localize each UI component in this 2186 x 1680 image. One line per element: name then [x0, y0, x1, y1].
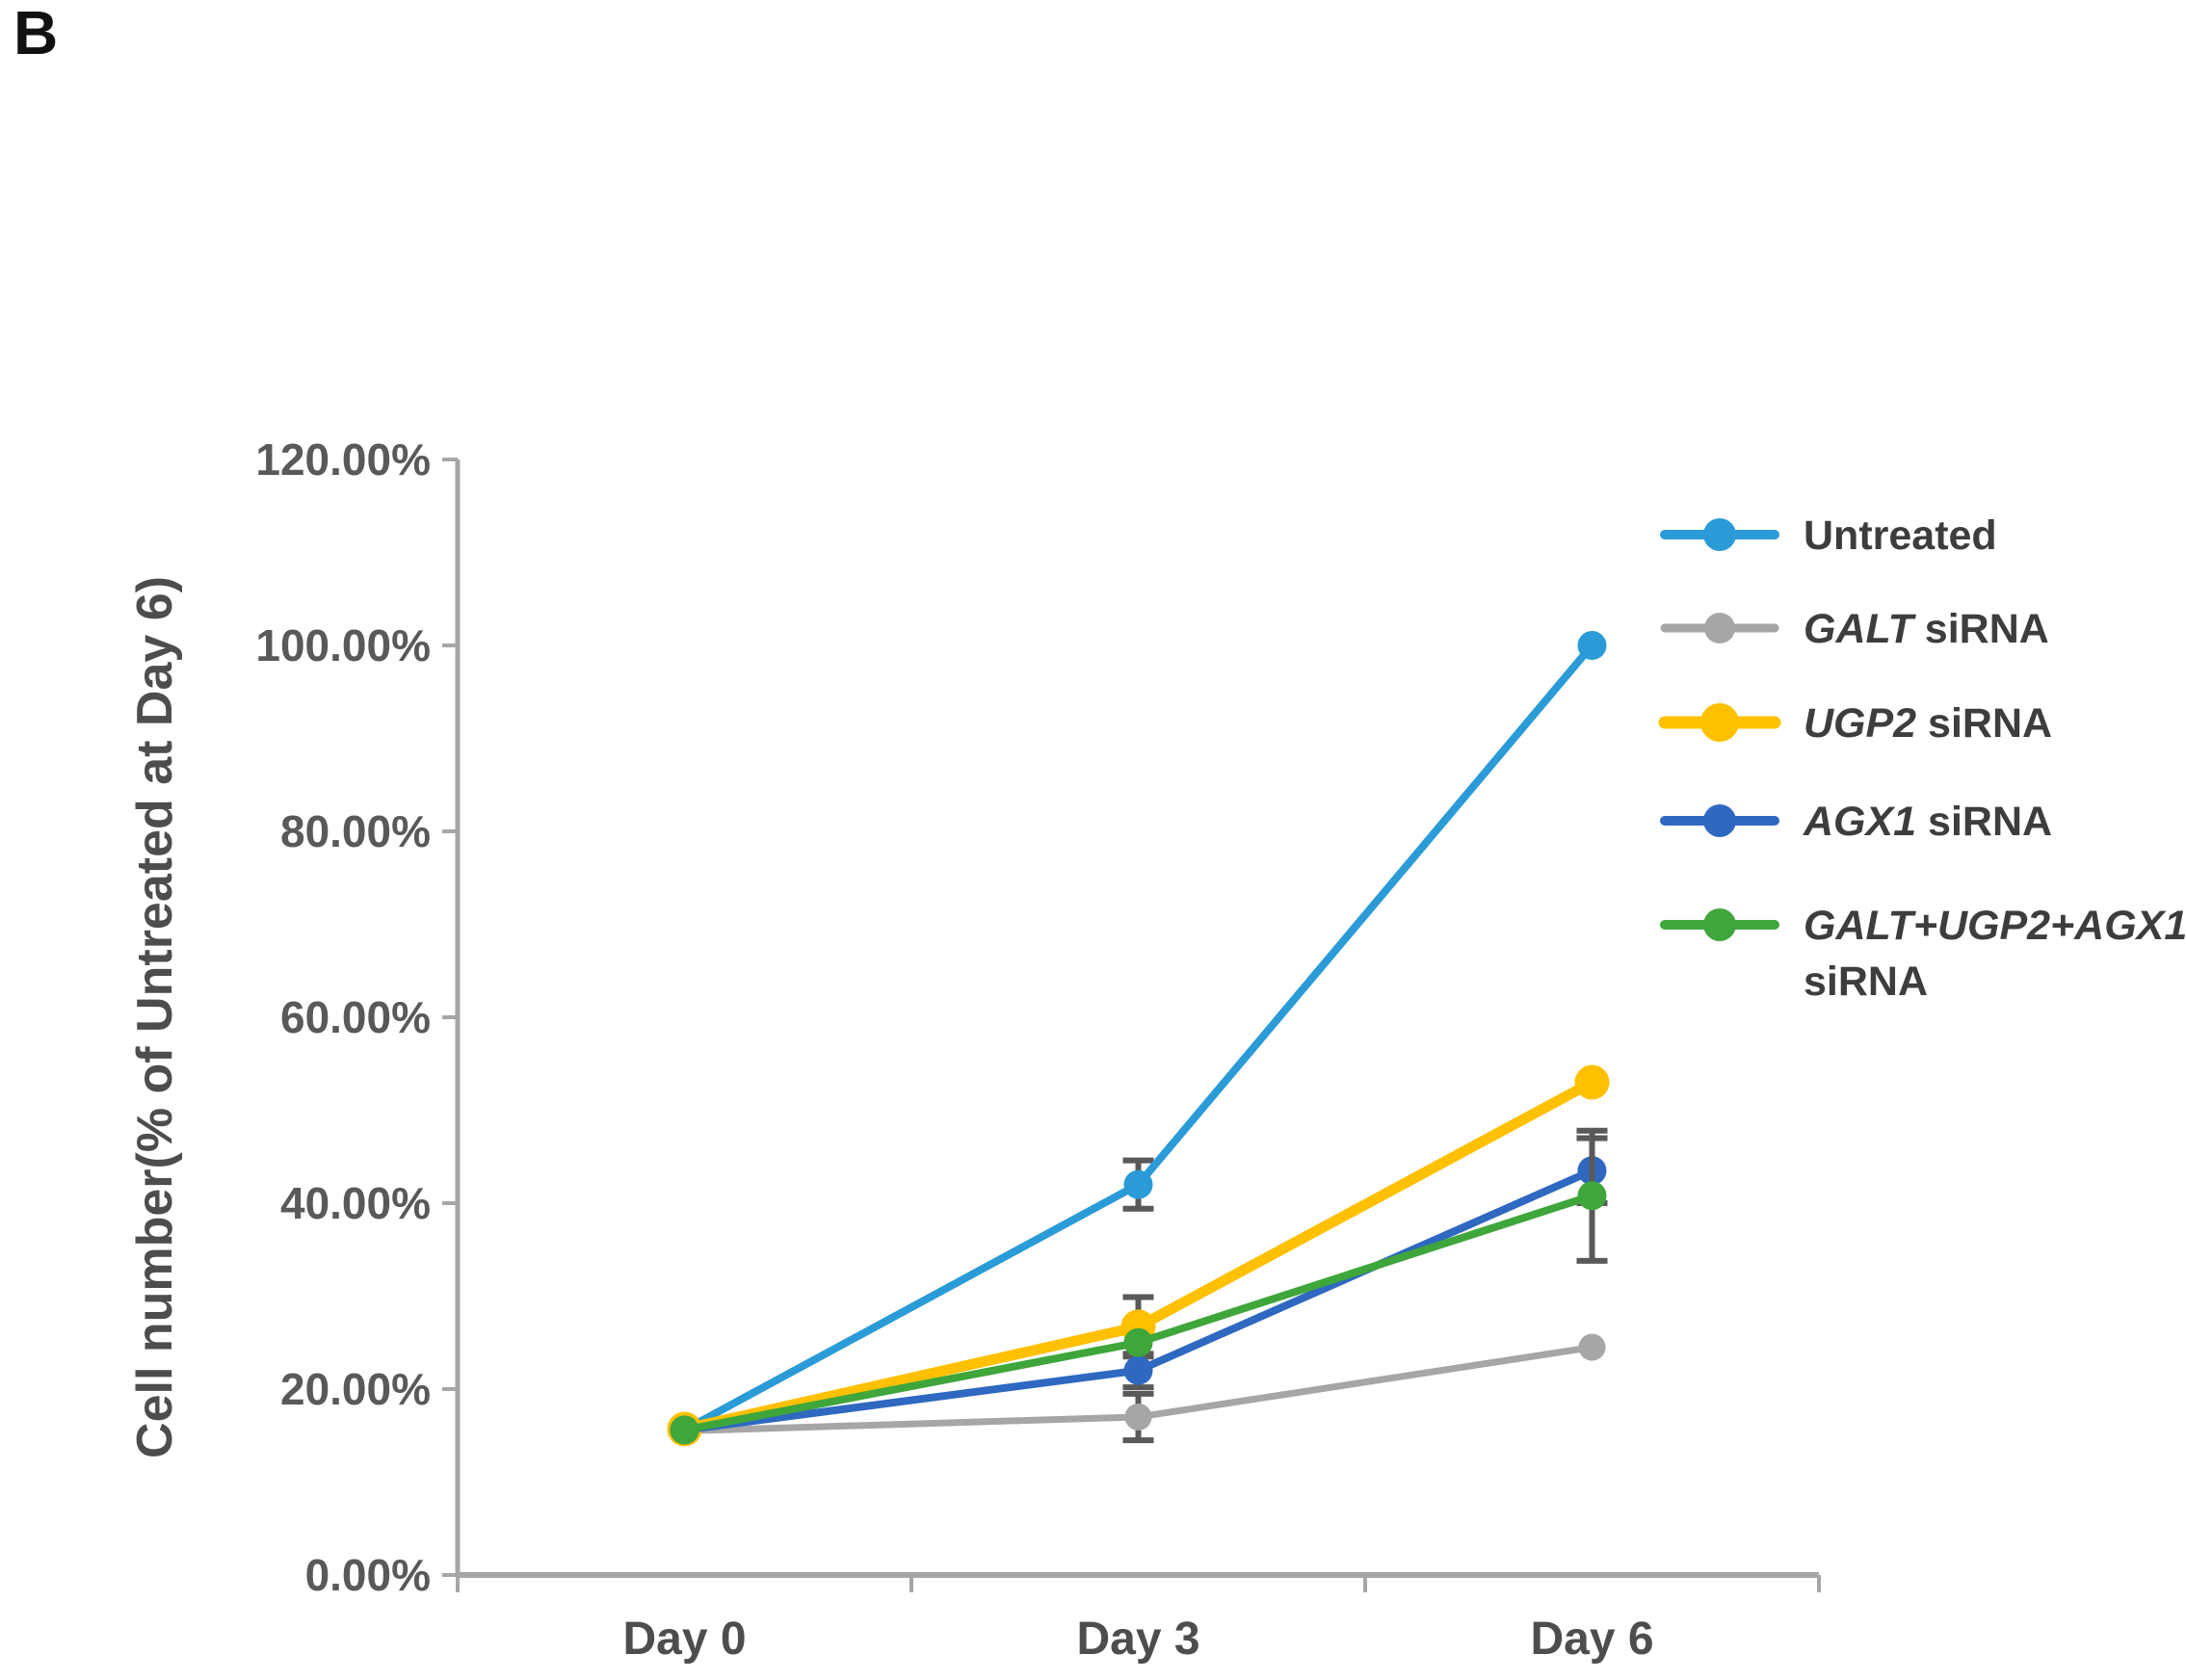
y-tick-label: 40.00% — [280, 1178, 431, 1228]
legend-label: Untreated — [1804, 512, 1997, 559]
legend-item-agx1-sirna: AGX1 siRNA — [1660, 799, 2052, 845]
data-point — [1123, 1169, 1153, 1199]
legend-marker-dot — [1704, 613, 1735, 643]
panel-label: B — [13, 0, 59, 67]
y-tick-label: 80.00% — [280, 806, 431, 856]
legend-marker-dot — [1703, 518, 1736, 551]
legend-marker-dot — [1700, 703, 1739, 742]
y-tick-label: 120.00% — [255, 434, 431, 485]
legend-item-untreated: Untreated — [1660, 512, 1997, 559]
x-category-label: Day 3 — [1076, 1614, 1199, 1665]
data-point — [1123, 1355, 1153, 1385]
data-point — [1574, 1064, 1610, 1100]
y-tick-label: 60.00% — [280, 992, 431, 1042]
axes: 0.00% 20.00% 40.00% 60.00% 80.00% 100.00% 120.… — [127, 434, 1821, 1665]
y-tick-label: 0.00% — [305, 1550, 431, 1600]
legend-label: UGP2 siRNA — [1804, 700, 2052, 747]
legend-marker-dot — [1703, 908, 1736, 941]
series-galt-ugp2-agx1-sirna — [670, 1127, 1608, 1445]
legend-item-galt-ugp2-agx1-sirna: GALT+UGP2+AGX1 siRNA — [1660, 903, 2186, 1005]
data-point — [1124, 1403, 1152, 1431]
y-axis-title: Cell number(% of Untreated at Day 6) — [127, 576, 183, 1458]
x-category-label: Day 0 — [622, 1614, 746, 1665]
legend-label: GALT+UGP2+AGX1 — [1804, 903, 2186, 949]
x-category-label: Day 6 — [1530, 1614, 1653, 1665]
legend-item-ugp2-sirna: UGP2 siRNA — [1658, 700, 2052, 747]
legend-label: AGX1 siRNA — [1803, 799, 2052, 845]
y-tick-label: 20.00% — [280, 1364, 431, 1414]
data-point — [1577, 1181, 1607, 1211]
data-point — [1123, 1327, 1153, 1357]
legend-marker-dot — [1703, 804, 1736, 837]
legend-label: GALT siRNA — [1804, 606, 2049, 652]
legend-item-galt-sirna: GALT siRNA — [1660, 606, 2049, 652]
legend-label-line2: siRNA — [1804, 958, 1928, 1005]
data-point — [1577, 631, 1607, 660]
y-tick-label: 100.00% — [255, 620, 431, 670]
legend: Untreated GALT siRNA UGP2 siRNA AGX1 siRNA G… — [1658, 512, 2186, 1005]
data-point — [670, 1415, 699, 1445]
data-point — [1578, 1333, 1606, 1361]
